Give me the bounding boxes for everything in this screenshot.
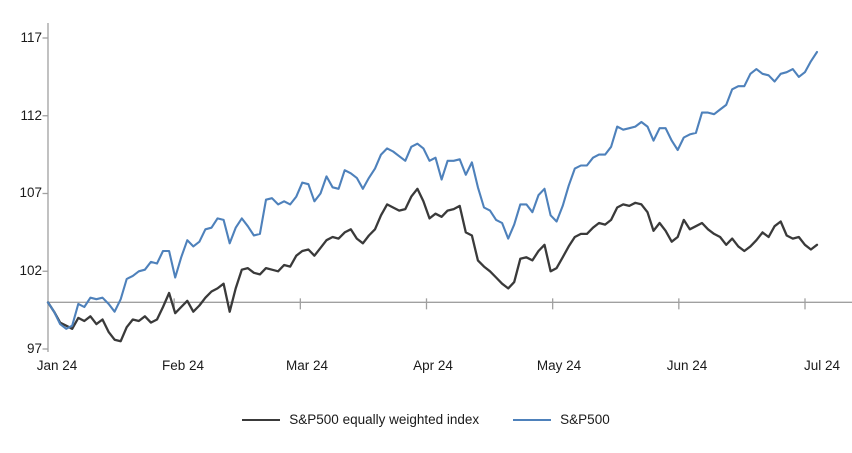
sp500-line xyxy=(46,50,819,330)
y-axis-tick-label: 112 xyxy=(20,108,42,123)
y-axis-tick-label: 107 xyxy=(19,185,42,200)
y-axis-tick-label: 97 xyxy=(26,341,42,356)
x-axis-tick-label: May 24 xyxy=(536,358,582,373)
legend-label: S&P500 xyxy=(560,412,610,427)
equal-weight-index-line xyxy=(46,187,819,343)
x-axis-tick-label: Mar 24 xyxy=(285,358,329,373)
x-axis-tick-label: Jul 24 xyxy=(803,358,841,373)
legend-label: S&P500 equally weighted index xyxy=(289,412,480,427)
x-axis-tick-label: Jan 24 xyxy=(36,358,78,373)
equal-weight-line-swatch-icon xyxy=(242,418,281,421)
sp500-line-swatch-icon xyxy=(513,418,552,421)
x-axis-tick-label: Jun 24 xyxy=(666,358,708,373)
x-axis-tick-label: Apr 24 xyxy=(413,358,453,373)
y-axis-tick-label: 102 xyxy=(19,263,42,278)
legend-item-equal-weight: S&P500 equally weighted index xyxy=(242,412,479,427)
x-axis-tick-label: Feb 24 xyxy=(161,358,205,373)
legend-item-sp500: S&P500 xyxy=(513,412,610,427)
chart-legend: S&P500 equally weighted index S&P500 xyxy=(0,412,852,427)
y-axis-tick-label: 117 xyxy=(20,30,42,45)
